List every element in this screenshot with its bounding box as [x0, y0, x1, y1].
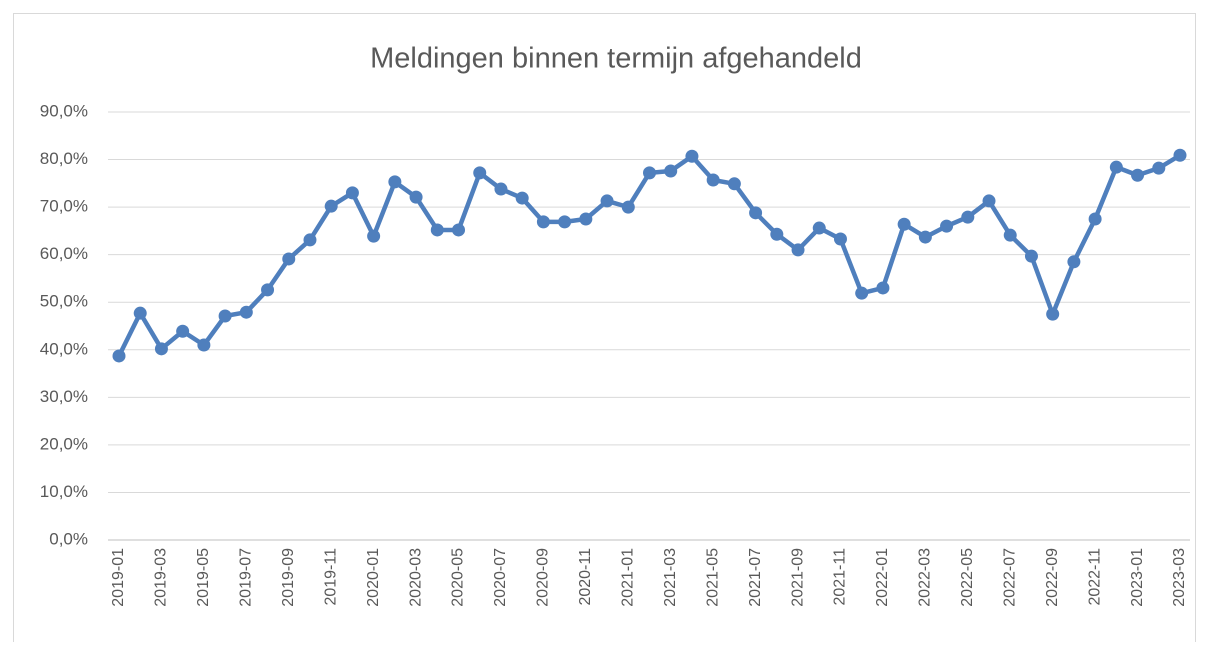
data-point — [918, 230, 932, 244]
x-tick-label: 2022-01 — [874, 548, 891, 607]
data-point — [176, 324, 190, 338]
data-point — [833, 232, 847, 246]
y-tick-label: 40,0% — [40, 339, 88, 358]
x-tick-label: 2019-07 — [238, 548, 255, 607]
data-point — [112, 349, 126, 363]
data-point — [282, 252, 296, 266]
data-point — [261, 283, 275, 297]
data-point — [1152, 161, 1166, 175]
y-tick-label: 70,0% — [40, 197, 88, 216]
x-tick-label: 2019-03 — [153, 548, 170, 607]
data-point — [876, 281, 890, 295]
x-tick-label: 2021-09 — [789, 548, 806, 607]
x-tick-label: 2020-01 — [365, 548, 382, 607]
chart-title: Meldingen binnen termijn afgehandeld — [370, 43, 862, 75]
data-point — [855, 286, 869, 300]
x-tick-label: 2020-03 — [407, 548, 424, 607]
y-tick-label: 50,0% — [40, 292, 88, 311]
data-point — [812, 221, 826, 235]
data-point — [897, 217, 911, 231]
x-tick-label: 2019-11 — [322, 548, 339, 606]
data-point — [1067, 255, 1081, 269]
y-tick-label: 90,0% — [40, 101, 88, 120]
x-tick-label: 2020-07 — [492, 548, 509, 607]
data-point — [940, 219, 954, 233]
chart-frame — [13, 13, 1196, 647]
data-point — [1024, 249, 1038, 263]
data-point — [1173, 148, 1187, 162]
data-point — [239, 305, 253, 319]
x-tick-label: 2019-01 — [110, 548, 127, 607]
x-tick-label: 2022-05 — [959, 548, 976, 607]
data-point — [473, 166, 487, 180]
data-point — [409, 190, 423, 204]
data-point — [494, 182, 508, 196]
data-point — [621, 200, 635, 214]
data-point — [770, 227, 784, 241]
x-tick-label: 2020-09 — [535, 548, 552, 607]
x-tick-label: 2021-07 — [747, 548, 764, 607]
x-tick-label: 2022-11 — [1086, 548, 1103, 606]
data-point — [706, 173, 720, 187]
x-tick-label: 2022-09 — [1044, 548, 1061, 607]
x-tick-label: 2023-01 — [1129, 548, 1146, 607]
data-point — [791, 243, 805, 257]
data-point — [154, 342, 168, 356]
data-point — [643, 166, 656, 180]
y-tick-label: 0,0% — [49, 529, 88, 548]
x-tick-label: 2019-09 — [280, 548, 297, 607]
x-tick-label: 2022-07 — [1001, 548, 1018, 607]
data-point — [536, 215, 550, 229]
x-tick-label: 2020-05 — [450, 548, 467, 607]
data-point — [600, 194, 614, 208]
data-point — [197, 338, 211, 352]
data-point — [664, 164, 678, 178]
data-point — [685, 149, 699, 163]
data-point — [558, 215, 572, 229]
data-point — [1046, 307, 1060, 321]
x-tick-label: 2021-05 — [704, 548, 721, 607]
x-tick-label: 2022-03 — [917, 548, 934, 607]
y-tick-label: 10,0% — [40, 482, 88, 501]
x-tick-label: 2023-03 — [1171, 548, 1188, 607]
data-point — [218, 309, 232, 323]
y-tick-label: 60,0% — [40, 244, 88, 263]
x-tick-label: 2019-05 — [195, 548, 212, 607]
data-point — [1109, 160, 1123, 174]
y-tick-label: 20,0% — [40, 434, 88, 453]
y-tick-label: 80,0% — [40, 149, 88, 168]
x-tick-label: 2020-11 — [577, 548, 594, 606]
data-point — [727, 177, 741, 191]
data-point — [452, 223, 466, 237]
x-tick-label: 2021-11 — [832, 548, 849, 606]
data-point — [982, 194, 996, 208]
data-point — [324, 199, 338, 213]
data-point — [1088, 212, 1102, 226]
data-point — [133, 306, 147, 320]
data-point — [345, 186, 359, 200]
x-tick-label: 2021-01 — [619, 548, 636, 607]
data-point — [515, 191, 529, 205]
x-tick-label: 2021-03 — [662, 548, 679, 607]
data-point — [961, 210, 975, 224]
data-point — [749, 206, 763, 220]
data-point — [1131, 168, 1145, 182]
data-point — [367, 229, 381, 243]
data-point — [303, 233, 317, 247]
data-point — [430, 223, 444, 237]
y-tick-label: 30,0% — [40, 387, 88, 406]
data-point — [388, 175, 402, 189]
data-point — [1003, 228, 1017, 242]
data-point — [579, 212, 593, 226]
